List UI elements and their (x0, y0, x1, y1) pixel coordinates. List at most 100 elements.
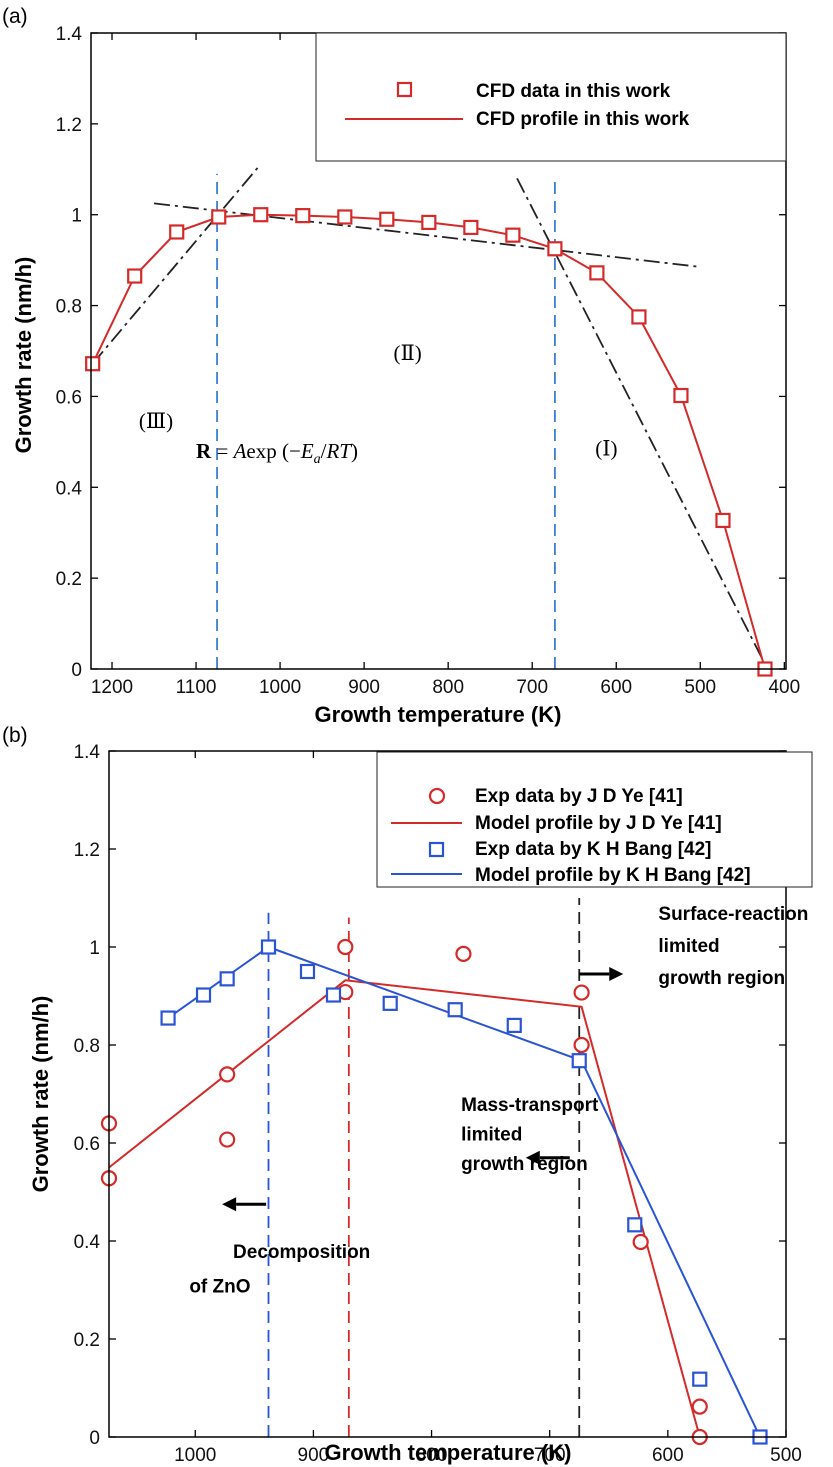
x-tick-label: 700 (516, 677, 548, 698)
panel-a: (a) (Ⅱ) (Ⅲ) (Ⅰ) R = Aexp (−Ea/RT) 1200 1100 1… (2, 5, 800, 727)
data-point-square (299, 963, 316, 980)
arrow-head (609, 966, 624, 981)
guide-line (153, 202, 701, 268)
equation-part: = (211, 439, 233, 463)
y-axis-title-a: Growth rate (nm/h) (11, 257, 36, 454)
legend-label: Model profile by K H Bang [42] (475, 865, 751, 886)
series-line (167, 945, 761, 1438)
y-tick-label: 0.2 (74, 1330, 100, 1351)
legend-box-a (315, 32, 787, 162)
data-point-square (631, 309, 647, 325)
y-tick-label: 0 (71, 660, 82, 681)
data-point-square (505, 227, 521, 243)
x-axis-title-a: Growth temperature (K) (315, 702, 562, 727)
data-point-square (325, 987, 342, 1003)
y-tick-label: 0.2 (56, 569, 82, 590)
annotation-text: limited (461, 1125, 522, 1146)
x-tick-label: 1100 (176, 677, 217, 698)
x-tick-label: 400 (768, 677, 800, 698)
x-tick-label: 800 (432, 677, 464, 698)
x-tick-label: 700 (534, 1445, 566, 1466)
data-point-square (589, 265, 605, 281)
data-point-square (447, 1002, 463, 1018)
y-tick-label: 0.8 (56, 297, 82, 318)
annotation-text: limited (658, 936, 719, 957)
y-tick-label: 1.4 (56, 24, 83, 45)
legend-label: Model profile by J D Ye [41] (475, 813, 722, 834)
data-point-square (506, 1017, 522, 1034)
y-tick-label: 0.6 (56, 387, 82, 408)
data-point-circle (455, 945, 472, 962)
x-tick-label: 1200 (91, 677, 133, 698)
x-tick-label: 500 (770, 1445, 802, 1466)
data-point-square (692, 1371, 708, 1387)
x-tick-label: 800 (416, 1445, 448, 1466)
annotation-text: growth region (658, 968, 785, 989)
legend-label: Exp data by K H Bang [42] (475, 839, 712, 860)
y-tick-label: 0.8 (74, 1036, 100, 1057)
equation-part: (− (277, 439, 301, 463)
equation-part: exp (246, 439, 276, 463)
y-tick-label: 1.4 (74, 742, 101, 763)
annotation-text: Surface-reaction (658, 904, 808, 925)
data-point-square (260, 939, 277, 955)
legend-label: Exp data by J D Ye [41] (475, 786, 683, 807)
panel-label-a: (a) (2, 5, 28, 28)
data-point-square (219, 971, 235, 987)
data-point-square (295, 208, 311, 224)
y-axis-title-b: Growth rate (nm/h) (28, 996, 53, 1193)
equation-part: E (300, 439, 314, 463)
series-line (91, 213, 766, 670)
guide-line (91, 165, 260, 365)
data-point-square (160, 1010, 176, 1026)
y-tick-label: 0.4 (56, 478, 83, 499)
data-point-square (169, 224, 185, 240)
data-point-square (571, 1053, 587, 1069)
data-point-circle (632, 1233, 649, 1251)
rate-equation: R = Aexp (−Ea/RT) (196, 439, 358, 467)
arrow-head (222, 1197, 237, 1212)
data-point-circle (573, 984, 590, 1001)
annotation-text: of ZnO (189, 1276, 250, 1297)
plot-frame-b (108, 750, 787, 1438)
x-tick-label: 1000 (174, 1445, 216, 1466)
y-tick-label: 1 (89, 938, 100, 959)
y-tick-label: 1.2 (74, 840, 100, 861)
data-point-circle (691, 1398, 708, 1415)
equation-part: R (196, 439, 212, 463)
x-axis-title-b: Growth temperature (K) (325, 1440, 572, 1465)
panel-label-b: (b) (2, 724, 28, 747)
data-point-square (85, 356, 101, 372)
arrow-head (525, 1150, 540, 1165)
data-point-circle (219, 1131, 236, 1148)
x-tick-label: 1000 (259, 677, 301, 698)
data-point-square (337, 209, 353, 225)
y-tick-label: 1 (71, 206, 82, 227)
x-tick-label: 900 (298, 1445, 330, 1466)
legend-b: Exp data by J D Ye [41] Model profile by… (376, 751, 813, 888)
x-tick-label: 500 (684, 677, 716, 698)
data-point-square (127, 268, 143, 284)
legend-blue-square-marker (428, 841, 445, 858)
legend-square-marker (396, 81, 413, 98)
data-point-square (253, 207, 269, 223)
x-tick-label: 900 (348, 677, 380, 698)
data-point-circle (573, 1036, 590, 1054)
equation-part: a (314, 452, 321, 467)
data-point-square (627, 1217, 643, 1233)
panel-b: (b) Surface-reaction limited growth region… (2, 724, 813, 1466)
legend-box-b (376, 751, 813, 888)
annotation-text: Decomposition (233, 1242, 370, 1263)
equation-part: ) (351, 439, 358, 463)
data-point-circle (219, 1066, 236, 1083)
data-point-square (547, 241, 563, 257)
x-tick-label: 600 (600, 677, 632, 698)
annotation-text: growth region (461, 1154, 588, 1175)
data-point-square (673, 387, 689, 404)
series-line (108, 979, 701, 1438)
y-tick-label: 0.6 (74, 1134, 100, 1155)
legend-label: CFD data in this work (476, 81, 671, 102)
legend-red-circle-marker (428, 787, 446, 805)
equation-part: / (321, 439, 327, 463)
legend-label: CFD profile in this work (476, 109, 690, 130)
